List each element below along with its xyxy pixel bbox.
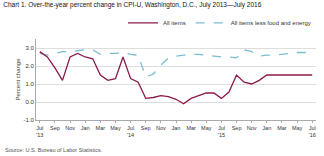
svg-text:Jul'14: Jul'14: [127, 125, 134, 138]
svg-text:Jan: Jan: [81, 125, 90, 131]
svg-text:Mar: Mar: [96, 125, 106, 131]
svg-text:Sep: Sep: [141, 125, 151, 131]
svg-text:Mar: Mar: [277, 125, 287, 131]
svg-text:Jul'15: Jul'15: [218, 125, 225, 138]
svg-text:All items: All items: [163, 20, 186, 26]
svg-text:Jan: Jan: [262, 125, 271, 131]
svg-text:Chart 1. Over-the-year percent: Chart 1. Over-the-year percent change in…: [3, 1, 261, 9]
svg-text:Nov: Nov: [156, 125, 166, 131]
svg-text:May: May: [201, 125, 212, 131]
svg-text:All items less food and energy: All items less food and energy: [231, 20, 311, 26]
svg-text:Nov: Nov: [247, 125, 257, 131]
svg-text:0.0: 0.0: [25, 99, 34, 105]
svg-text:Mar: Mar: [186, 125, 196, 131]
svg-text:Jan: Jan: [172, 125, 181, 131]
svg-text:Percent change: Percent change: [15, 58, 21, 101]
svg-text:Sep: Sep: [232, 125, 242, 131]
svg-text:Sep: Sep: [50, 125, 60, 131]
svg-text:Jul'13: Jul'13: [36, 125, 43, 138]
svg-text:Nov: Nov: [65, 125, 75, 131]
svg-text:May: May: [292, 125, 303, 131]
svg-text:-1.0: -1.0: [23, 117, 34, 123]
svg-text:1.0: 1.0: [25, 81, 34, 87]
svg-text:2.0: 2.0: [25, 63, 34, 69]
svg-text:3.0: 3.0: [25, 45, 34, 51]
svg-text:May: May: [110, 125, 121, 131]
svg-text:Jul'16: Jul'16: [309, 125, 316, 138]
svg-text:Source: U.S. Bureau of Labor S: Source: U.S. Bureau of Labor Statistics.: [5, 147, 103, 153]
